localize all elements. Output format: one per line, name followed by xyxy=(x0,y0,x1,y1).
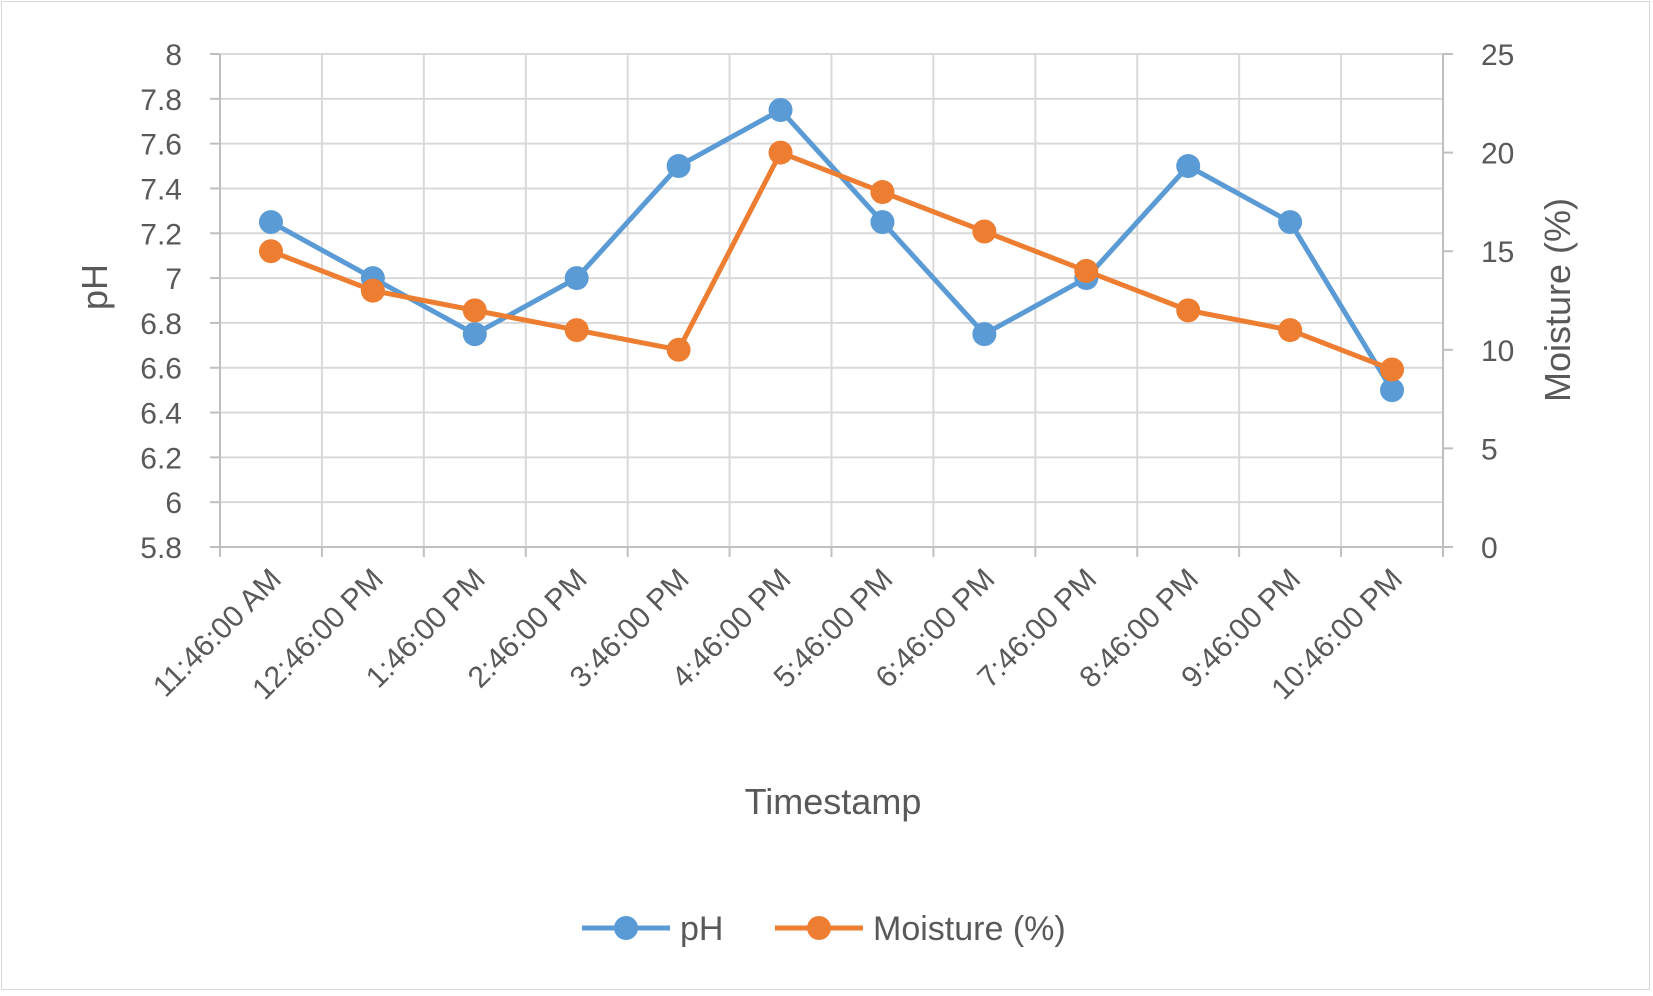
y-tick-label-left: 5.8 xyxy=(140,532,182,565)
ph-data-point xyxy=(972,322,997,347)
y-tick-label-right: 0 xyxy=(1481,532,1498,565)
moisture-data-point xyxy=(462,298,487,323)
ph-data-point xyxy=(462,322,487,347)
ph-data-point xyxy=(870,210,895,235)
y-tick-label-left: 7.6 xyxy=(140,129,182,162)
moisture-data-point xyxy=(870,180,895,205)
series-lines xyxy=(258,98,1405,403)
moisture-data-point xyxy=(972,219,997,244)
moisture-data-point xyxy=(768,140,793,165)
moisture-data-point xyxy=(666,337,691,362)
ph-data-point xyxy=(1278,210,1303,235)
tick-labels: 8 7.8 7.6 7.4 7.2 7 6.8 6.6 6.4 6.2 6 5.8 25 20 15 10 5 0… xyxy=(140,39,1514,706)
y-tick-label-right: 15 xyxy=(1481,236,1514,269)
ph-data-point xyxy=(768,98,793,123)
y-tick-label-left: 7.8 xyxy=(140,84,182,117)
y-tick-label-right: 20 xyxy=(1481,138,1514,171)
y-tick-label-right: 10 xyxy=(1481,335,1514,368)
y-tick-label-left: 6 xyxy=(165,487,182,520)
y-tick-label-left: 6.4 xyxy=(140,398,182,431)
axes xyxy=(210,53,1453,557)
y-tick-label-right: 25 xyxy=(1481,39,1514,72)
y-axis-title-right: Moisture (%) xyxy=(1537,198,1578,402)
y-tick-label-left: 7.2 xyxy=(140,218,182,251)
x-axis-title: Timestamp xyxy=(745,781,922,822)
y-tick-label-left: 7 xyxy=(165,263,182,296)
ph-data-point xyxy=(666,154,691,179)
y-tick-label-left: 6.8 xyxy=(140,308,182,341)
y-tick-label-left: 7.4 xyxy=(140,173,182,206)
ph-data-point xyxy=(564,266,589,291)
legend: pH Moisture (%) xyxy=(582,910,1066,948)
gridlines xyxy=(219,53,1444,548)
moisture-data-point xyxy=(1074,258,1099,283)
moisture-series-line xyxy=(268,150,1395,373)
moisture-data-point xyxy=(1278,318,1303,343)
legend-ph-marker xyxy=(614,916,638,940)
ph-series-line xyxy=(268,107,1395,393)
moisture-data-point xyxy=(1176,298,1201,323)
y-tick-label-left: 8 xyxy=(165,39,182,72)
y-tick-label-right: 5 xyxy=(1481,433,1498,466)
moisture-data-point xyxy=(1380,357,1405,382)
ph-data-point xyxy=(1380,378,1405,403)
y-tick-label-left: 6.2 xyxy=(140,442,182,475)
moisture-data-point xyxy=(564,318,589,343)
moisture-data-point xyxy=(258,239,283,264)
legend-ph-label: pH xyxy=(680,910,723,948)
ph-data-point xyxy=(1176,154,1201,179)
ph-data-point xyxy=(258,210,283,235)
y-tick-label-left: 6.6 xyxy=(140,353,182,386)
y-axis-title-left: pH xyxy=(74,264,115,310)
legend-moisture-marker xyxy=(807,916,831,940)
legend-moisture-label: Moisture (%) xyxy=(873,910,1066,948)
moisture-data-point xyxy=(360,278,385,303)
